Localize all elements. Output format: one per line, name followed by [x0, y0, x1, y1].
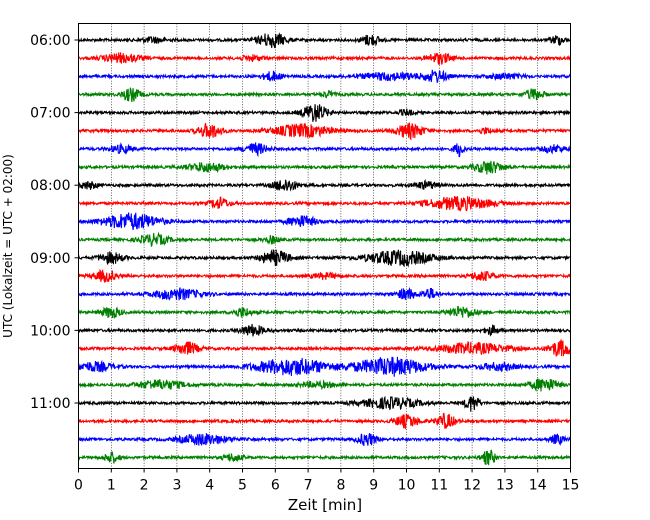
x-axis-ticks: 0 1 2 3 4 5 6 7 8 9 10 11 12 13 14 15: [74, 468, 580, 494]
y-axis-ticks: 06:00 07:00 08:00 09:00 10:00 11:00: [30, 33, 79, 412]
trace-line: [78, 178, 571, 192]
x-tick-label: 4: [205, 478, 214, 494]
x-tick-label: 10: [398, 478, 416, 494]
trace-line: [78, 412, 571, 430]
trace-line: [77, 231, 572, 248]
x-tick-label: 12: [463, 478, 481, 494]
trace-lines: [77, 32, 572, 466]
trace-line: [77, 395, 572, 412]
trace-line: [78, 195, 572, 212]
trace-line: [77, 339, 572, 357]
trace-line: [77, 69, 571, 84]
x-tick-label: 2: [140, 478, 149, 494]
trace-line: [77, 268, 571, 284]
y-tick-label: 07:00: [30, 106, 70, 122]
trace-line: [78, 104, 571, 122]
x-tick-label: 3: [172, 478, 181, 494]
y-tick-label: 06:00: [30, 33, 70, 49]
x-tick-label: 14: [529, 478, 547, 494]
x-tick-label: 11: [430, 478, 448, 494]
x-tick-label: 0: [74, 478, 83, 494]
x-axis-title: Zeit [min]: [288, 496, 362, 514]
x-tick-label: 13: [496, 478, 514, 494]
x-tick-label: 1: [107, 478, 116, 494]
x-tick-label: 7: [304, 478, 313, 494]
trace-line: [77, 87, 571, 103]
x-tick-label: 6: [271, 478, 280, 494]
y-tick-label: 09:00: [30, 251, 70, 267]
y-tick-label: 10:00: [30, 323, 70, 339]
y-tick-label: 08:00: [30, 178, 70, 194]
trace-line: [78, 449, 572, 466]
trace-line: [78, 305, 572, 319]
trace-line: [77, 432, 572, 447]
y-axis-title: UTC (Lokalzeit = UTC + 02:00): [1, 154, 15, 338]
trace-line: [78, 142, 572, 158]
plot-frame: [78, 23, 571, 469]
trace-line: [78, 52, 572, 65]
trace-line: [78, 378, 572, 392]
trace-line: [78, 160, 571, 175]
y-tick-label: 11:00: [30, 396, 70, 412]
x-tick-label: 5: [238, 478, 247, 494]
x-tick-label: 15: [562, 478, 580, 494]
trace-line: [78, 32, 571, 49]
trace-line: [77, 356, 571, 377]
x-tick-label: 9: [369, 478, 378, 494]
x-tick-label: 8: [336, 478, 345, 494]
trace-line: [77, 122, 571, 141]
trace-line: [77, 248, 571, 268]
trace-line: [78, 286, 571, 302]
trace-line: [78, 212, 571, 230]
trace-line: [78, 323, 571, 337]
